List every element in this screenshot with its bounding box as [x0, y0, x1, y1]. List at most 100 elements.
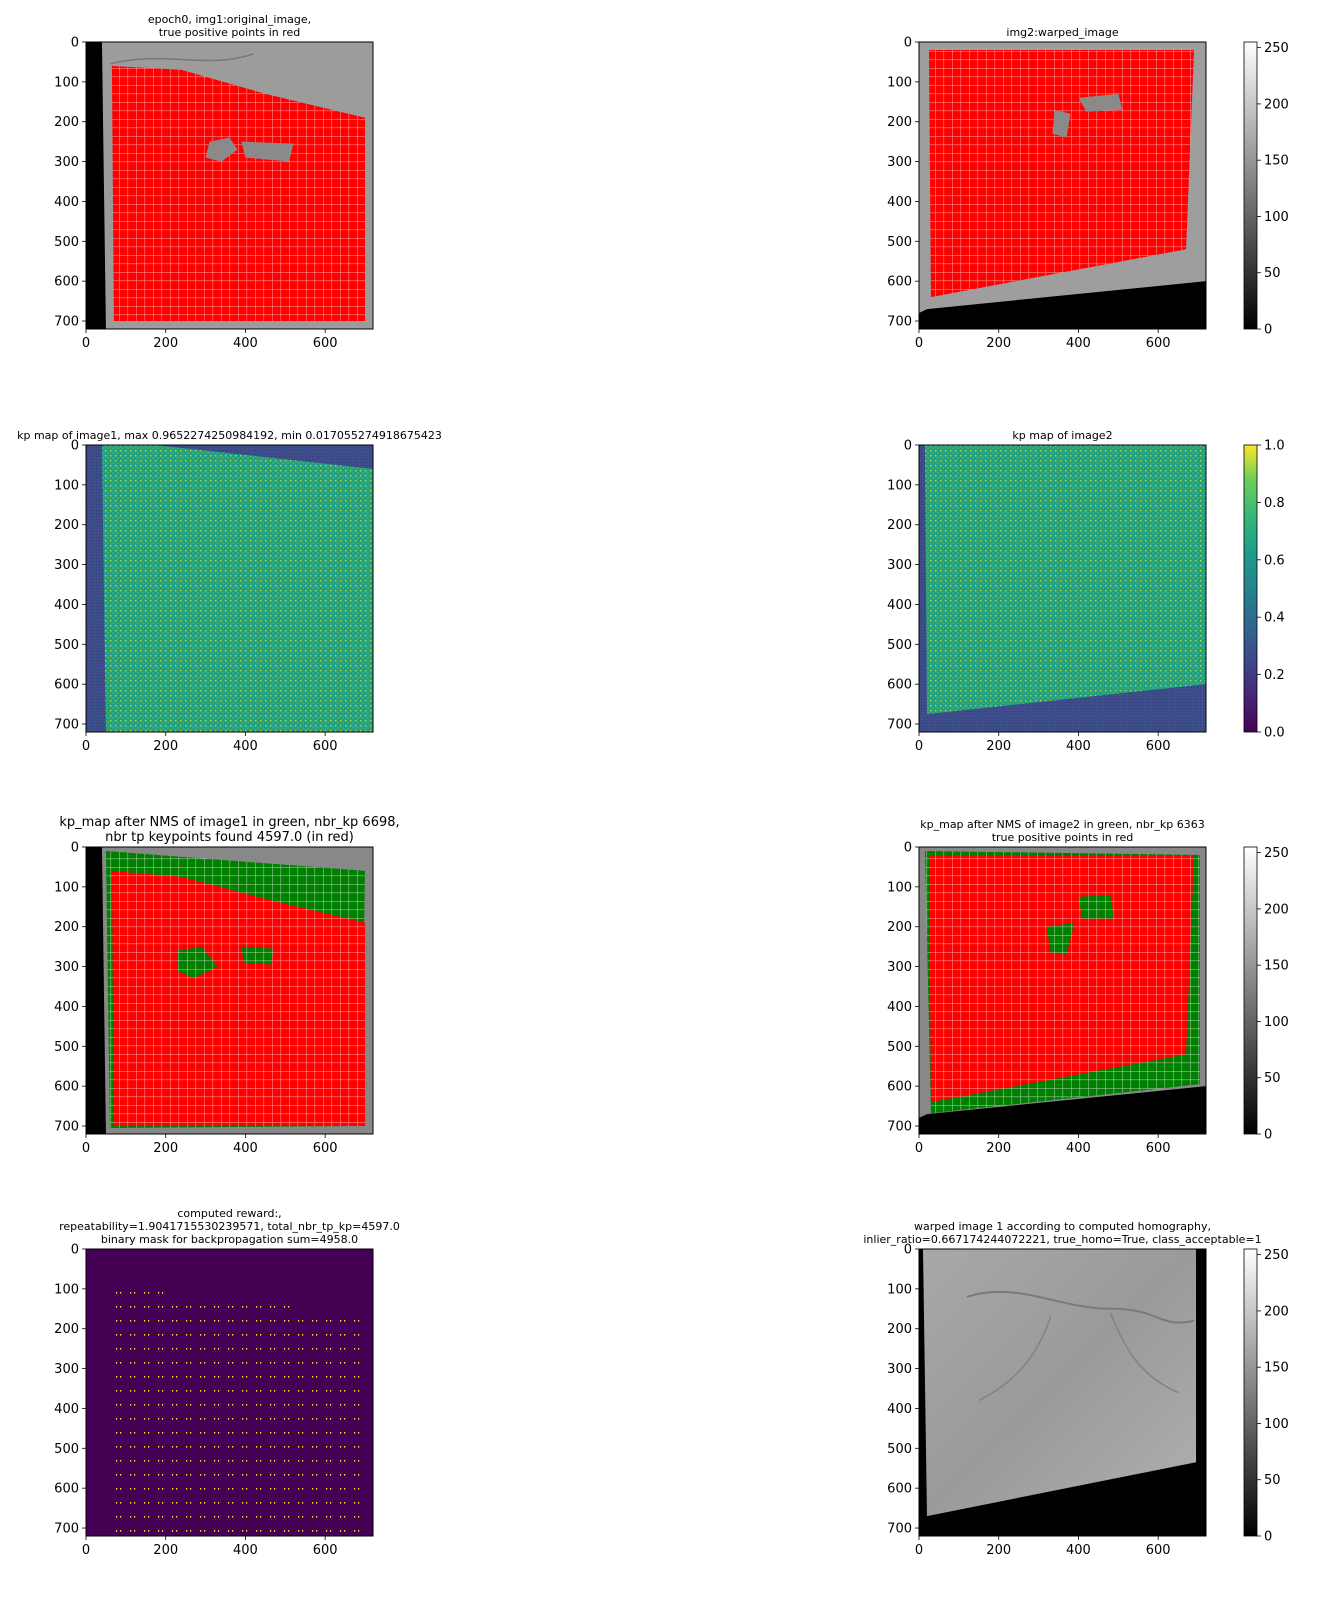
- y-tick-label: 500: [54, 1040, 79, 1055]
- y-tick-label: 0: [71, 36, 79, 51]
- y-tick-label: 600: [54, 1482, 79, 1497]
- axes-frame: [918, 846, 1207, 1135]
- y-tick-label: 100: [887, 880, 912, 895]
- panel-image: [919, 445, 1206, 732]
- panel-title: nbr tp keypoints found 4597.0 (in red): [105, 830, 354, 845]
- colorbar-tick-label: 0.2: [1264, 668, 1285, 683]
- nms-keypoints: [1046, 922, 1075, 955]
- colorbar-tick-label: 250: [1264, 41, 1289, 56]
- panel-image: [86, 847, 373, 1134]
- x-tick-label: 200: [153, 336, 178, 351]
- panel-title: kp map of image1, max 0.9652274250984192…: [17, 429, 442, 442]
- true-positive-points: [111, 870, 366, 1127]
- colorbar-tick-label: 1.0: [1264, 439, 1285, 454]
- x-tick-label: 0: [915, 1141, 923, 1156]
- y-tick-label: 600: [54, 1080, 79, 1095]
- x-tick-label: 400: [233, 739, 258, 754]
- y-tick-label: 200: [54, 920, 79, 935]
- panel-title: epoch0, img1:original_image,: [148, 13, 311, 26]
- y-tick-label: 600: [887, 1482, 912, 1497]
- y-tick-label: 300: [54, 960, 79, 975]
- panel-title: kp map of image2: [1012, 429, 1112, 442]
- x-tick-label: 600: [313, 739, 338, 754]
- panel-reward-mask: computed reward:,repeatability=1.9041715…: [54, 1207, 400, 1558]
- panel-title: computed reward:,: [177, 1207, 281, 1220]
- x-tick-label: 600: [313, 336, 338, 351]
- y-tick-label: 700: [54, 1120, 79, 1135]
- x-tick-label: 400: [233, 336, 258, 351]
- x-tick-label: 200: [986, 739, 1011, 754]
- y-tick-label: 600: [887, 678, 912, 693]
- panel-kp-map-2: kp map of image2 0 200 400 600 0 100 200 300 400 5…: [887, 429, 1285, 754]
- nms-keypoints: [1078, 894, 1115, 919]
- y-tick-label: 100: [887, 478, 912, 493]
- colorbar-gradient: [1243, 444, 1258, 733]
- y-tick-label: 100: [887, 1282, 912, 1297]
- x-tick-label: 600: [1146, 1543, 1171, 1558]
- panel-title: repeatability=1.9041715530239571, total_…: [59, 1220, 400, 1233]
- y-tick-label: 400: [54, 1000, 79, 1015]
- y-tick-label: 700: [54, 315, 79, 330]
- y-tick-label: 700: [887, 315, 912, 330]
- x-tick-label: 600: [313, 1543, 338, 1558]
- y-tick-label: 200: [54, 115, 79, 130]
- y-tick-label: 500: [887, 1040, 912, 1055]
- panel-title: kp_map after NMS of image1 in green, nbr…: [59, 815, 399, 830]
- axes-frame: [85, 1248, 374, 1537]
- y-tick-label: 400: [887, 598, 912, 613]
- colorbar-tick-label: 250: [1264, 846, 1289, 861]
- y-tick-label: 600: [54, 678, 79, 693]
- colorbar: 0 50 100 150 200 250: [1243, 41, 1289, 338]
- colorbar-tick-label: 100: [1264, 1417, 1289, 1432]
- x-tick-label: 200: [153, 1141, 178, 1156]
- uncovered-patch: [1052, 109, 1071, 138]
- y-tick-label: 200: [887, 115, 912, 130]
- colorbar-tick-label: 200: [1264, 97, 1289, 112]
- kpmap-active-region: [101, 445, 373, 732]
- colorbar-tick-label: 200: [1264, 1304, 1289, 1319]
- y-tick-label: 100: [54, 75, 79, 90]
- colorbar: 0 50 100 150 200 250: [1243, 846, 1289, 1143]
- axes-frame: [85, 846, 374, 1135]
- colorbar-tick-label: 0.6: [1264, 553, 1285, 568]
- panel-title: img2:warped_image: [1006, 26, 1118, 39]
- true-positive-points: [111, 65, 366, 322]
- panel-img2-warped: img2:warped_image 0 200 400 600 0 100 200 300 400…: [887, 26, 1289, 351]
- uncovered-patch: [1078, 93, 1123, 112]
- x-tick-label: 400: [1066, 739, 1091, 754]
- y-tick-label: 400: [54, 195, 79, 210]
- panel-nms-2: kp_map after NMS of image2 in green, nbr…: [887, 818, 1289, 1156]
- uncovered-patch: [241, 141, 294, 162]
- x-tick-label: 400: [233, 1543, 258, 1558]
- panel-image: [919, 42, 1206, 329]
- y-tick-label: 600: [887, 1080, 912, 1095]
- x-tick-label: 0: [915, 739, 923, 754]
- axes-frame: [918, 41, 1207, 330]
- x-tick-label: 0: [82, 739, 90, 754]
- y-tick-label: 200: [54, 518, 79, 533]
- colorbar-tick-label: 0.8: [1264, 496, 1285, 511]
- x-tick-label: 400: [233, 1141, 258, 1156]
- x-tick-label: 0: [82, 336, 90, 351]
- y-tick-label: 300: [54, 155, 79, 170]
- panel-warped-homography: warped image 1 according to computed hom…: [863, 1220, 1288, 1558]
- colorbar-gradient: [1243, 846, 1258, 1135]
- x-tick-label: 600: [313, 1141, 338, 1156]
- y-tick-label: 500: [887, 235, 912, 250]
- y-tick-label: 200: [887, 518, 912, 533]
- nms-keypoints: [177, 946, 218, 979]
- warped-fundus: [922, 1249, 1197, 1517]
- colorbar-tick-label: 50: [1264, 1071, 1281, 1086]
- y-tick-label: 0: [904, 439, 912, 454]
- y-tick-label: 300: [887, 960, 912, 975]
- x-tick-label: 0: [82, 1543, 90, 1558]
- x-tick-label: 0: [915, 1543, 923, 1558]
- colorbar: 0 50 100 150 200 250: [1243, 1248, 1289, 1545]
- x-tick-label: 200: [986, 336, 1011, 351]
- y-tick-label: 100: [54, 1282, 79, 1297]
- colorbar-tick-label: 0: [1264, 1530, 1272, 1545]
- vessel: [109, 53, 254, 65]
- y-tick-label: 500: [54, 1442, 79, 1457]
- y-tick-label: 0: [71, 1243, 79, 1258]
